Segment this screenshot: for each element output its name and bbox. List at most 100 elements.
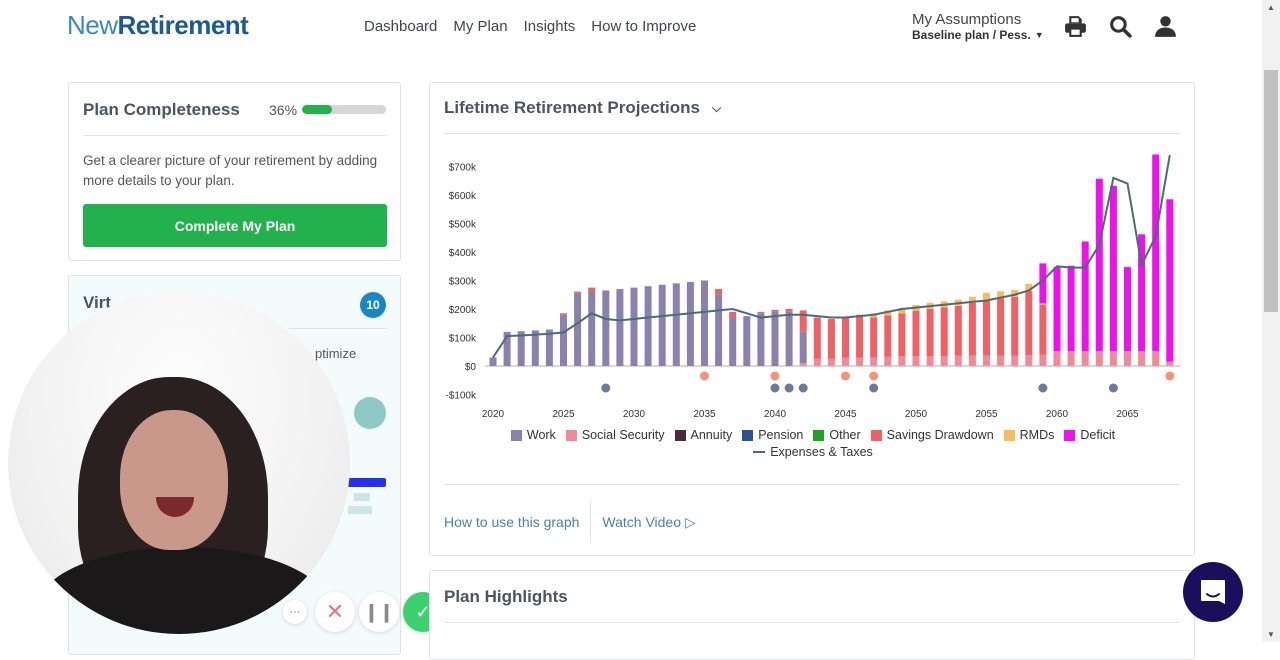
bar-work [686, 281, 694, 366]
projections-chart: -$100k $0 $100k $200k $300k $400k $500k $600k $7… [445, 154, 1180, 420]
bar-social-security [1109, 351, 1117, 366]
bar-savings-drawdown [715, 289, 723, 295]
how-to-use-graph-link[interactable]: How to use this graph [444, 514, 580, 530]
bar-social-security [926, 356, 934, 366]
bar-social-security [954, 355, 962, 366]
divider [83, 135, 387, 136]
bar-savings-drawdown [842, 317, 849, 358]
account-button[interactable] [1153, 14, 1178, 39]
projections-title: Lifetime Retirement Projections [444, 98, 701, 117]
lifetime-projections-card: Lifetime Retirement Projections ⌵ -$100k… [429, 82, 1195, 556]
legend-item-deficit[interactable]: Deficit [1064, 428, 1115, 442]
y-tick-label: $0 [465, 362, 477, 373]
bar-social-security [1152, 351, 1160, 366]
bar-social-security [856, 357, 864, 366]
scroll-up-icon[interactable]: ▲ [1267, 3, 1275, 12]
bar-work [517, 331, 525, 366]
event-marker-blue [1108, 383, 1118, 393]
bar-rmds [1011, 289, 1019, 298]
bar-savings-drawdown [813, 317, 821, 359]
bar-rmds [983, 293, 990, 300]
bar-social-security [813, 358, 821, 366]
scroll-down-icon[interactable]: ▼ [1267, 630, 1275, 639]
presenter-face [120, 410, 228, 550]
legend-label: Savings Drawdown [886, 428, 994, 442]
x-tick-label: 2035 [693, 409, 716, 420]
assumptions-dropdown[interactable]: My Assumptions Baseline plan / Pess. ▼ [912, 11, 1044, 42]
page-scrollbar[interactable]: ▲ ▼ [1262, 0, 1280, 642]
legend-item-social-security[interactable]: Social Security [565, 428, 665, 442]
virtual-card-text: ptimize [315, 346, 357, 361]
divider [444, 133, 1180, 134]
bar-social-security [1138, 351, 1146, 366]
legend-item-work[interactable]: Work [510, 428, 556, 442]
x-tick-label: 2060 [1046, 409, 1069, 420]
bar-savings-drawdown [954, 305, 962, 356]
y-tick-label: $500k [449, 220, 477, 231]
cancel-recording-button[interactable]: ✕ [315, 592, 355, 632]
bar-social-security [997, 355, 1005, 366]
chart-legend: Work Social Security Annuity Pension Other Sa… [430, 428, 1196, 462]
x-tick-label: 2065 [1116, 409, 1139, 420]
bar-savings-drawdown [1039, 304, 1047, 355]
bar-work [701, 280, 708, 366]
chevron-down-icon: ⌵ [712, 100, 722, 115]
more-options-button[interactable]: ··· [283, 600, 307, 624]
main-nav: Dashboard My Plan Insights How to Improv… [364, 18, 696, 35]
blue-bar-graphic [346, 478, 386, 487]
bar-deficit [1081, 241, 1089, 352]
top-navigation-bar: NewRetirement Dashboard My Plan Insights… [0, 0, 1262, 56]
assumptions-value: Baseline plan / Pess. [912, 28, 1031, 42]
legend-item-expenses-taxes[interactable]: Expenses & Taxes [753, 445, 873, 459]
event-marker-blue [601, 383, 611, 393]
event-marker-orange [700, 371, 709, 381]
bar-savings-drawdown [771, 309, 779, 312]
projections-title-dropdown[interactable]: Lifetime Retirement Projections ⌵ [444, 98, 721, 118]
chat-launcher-button[interactable] [1183, 562, 1243, 622]
y-tick-label: $100k [449, 334, 477, 345]
event-marker-blue [1038, 383, 1048, 393]
legend-swatch [1003, 429, 1015, 441]
webcam-video-overlay[interactable] [8, 292, 350, 634]
bar-work [630, 287, 638, 366]
bar-savings-drawdown [870, 317, 878, 358]
legend-item-savings-drawdown[interactable]: Savings Drawdown [870, 428, 994, 442]
legend-item-other[interactable]: Other [813, 428, 861, 442]
logo[interactable]: NewRetirement [67, 10, 249, 41]
bar-deficit [1067, 265, 1075, 352]
scrollbar-thumb[interactable] [1264, 70, 1278, 312]
bar-savings-drawdown [884, 315, 892, 357]
legend-label: Annuity [690, 428, 733, 442]
virtual-card-title: Virt [83, 293, 112, 312]
nav-how-to-improve[interactable]: How to Improve [591, 18, 697, 35]
bar-social-security [884, 356, 892, 366]
x-tick-label: 2025 [552, 409, 575, 420]
bar-savings-drawdown [940, 307, 948, 357]
legend-item-annuity[interactable]: Annuity [674, 428, 733, 442]
bar-work [757, 313, 765, 366]
event-marker-orange [869, 371, 879, 381]
watch-video-link[interactable]: Watch Video ▷ [602, 514, 695, 531]
bar-savings-drawdown [926, 309, 934, 357]
nav-my-plan[interactable]: My Plan [453, 18, 508, 35]
pause-recording-button[interactable]: ❙❙ [359, 592, 399, 632]
nav-dashboard[interactable]: Dashboard [364, 18, 438, 35]
legend-swatch [1064, 429, 1076, 441]
bar-savings-drawdown [574, 291, 582, 294]
legend-item-rmds[interactable]: RMDs [1003, 428, 1054, 442]
bar-deficit [1039, 263, 1047, 304]
bar-social-security [898, 356, 906, 366]
bar-work [503, 331, 511, 366]
legend-item-pension[interactable]: Pension [742, 428, 803, 442]
bar-savings-drawdown [856, 314, 864, 358]
bar-social-security [1067, 351, 1075, 366]
nav-insights[interactable]: Insights [523, 18, 576, 35]
plan-completeness-title: Plan Completeness [83, 100, 240, 119]
x-tick-label: 2030 [623, 409, 646, 420]
search-button[interactable] [1108, 14, 1133, 39]
print-button[interactable] [1063, 14, 1088, 39]
divider [444, 484, 1180, 485]
event-marker-blue [869, 383, 879, 393]
bar-work [588, 291, 596, 366]
complete-my-plan-button[interactable]: Complete My Plan [83, 204, 387, 247]
